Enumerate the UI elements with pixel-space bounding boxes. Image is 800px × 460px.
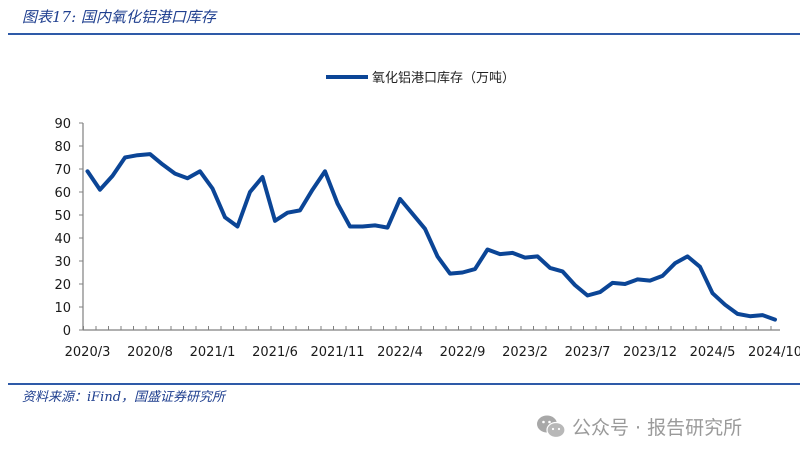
x-tick-label: 2021/11 (310, 345, 364, 360)
x-tick-label: 2022/9 (440, 345, 486, 360)
source-divider (8, 383, 800, 385)
y-tick-label: 30 (54, 255, 71, 270)
source-note: 资料来源：iFind，国盛证券研究所 (22, 390, 226, 405)
y-tick-label: 50 (54, 209, 71, 224)
watermark-text: 公众号 · 报告研究所 (572, 417, 743, 439)
y-tick-label: 90 (54, 117, 71, 132)
chart-axes (82, 123, 780, 331)
title-divider (8, 33, 800, 35)
y-tick-label: 0 (63, 324, 71, 339)
x-tick-label: 2024/5 (690, 345, 736, 360)
x-tick-label: 2020/8 (127, 345, 173, 360)
x-tick-label: 2021/6 (252, 345, 298, 360)
x-tick-label: 2023/7 (565, 345, 611, 360)
y-tick-label: 70 (54, 163, 71, 178)
watermark: 公众号 · 报告研究所 (536, 413, 742, 440)
x-tick-label: 2022/4 (377, 345, 423, 360)
y-tick-label: 60 (54, 186, 71, 201)
x-tick-label: 2023/2 (502, 345, 548, 360)
legend-label: 氧化铝港口库存（万吨） (372, 70, 515, 86)
y-tick-label: 10 (54, 301, 71, 316)
x-tick-label: 2020/3 (65, 345, 111, 360)
x-axis-ticks: 2020/3 2020/8 2021/1 2021/6 2021/11 2022/4 202… (65, 326, 800, 360)
series-line (85, 152, 777, 322)
y-tick-label: 40 (54, 232, 71, 247)
figure-title: 图表17: 国内氧化铝港口库存 (22, 8, 216, 26)
x-tick-label: 2021/1 (190, 345, 236, 360)
chart-legend: 氧化铝港口库存（万吨） (326, 70, 515, 86)
y-tick-label: 80 (54, 140, 71, 155)
x-tick-label: 2024/10 (748, 345, 800, 360)
y-axis-ticks: 0 10 20 30 40 50 60 70 80 90 (54, 117, 83, 339)
wechat-icon (537, 415, 566, 438)
x-tick-label: 2023/12 (623, 345, 677, 360)
y-tick-label: 20 (54, 278, 71, 293)
